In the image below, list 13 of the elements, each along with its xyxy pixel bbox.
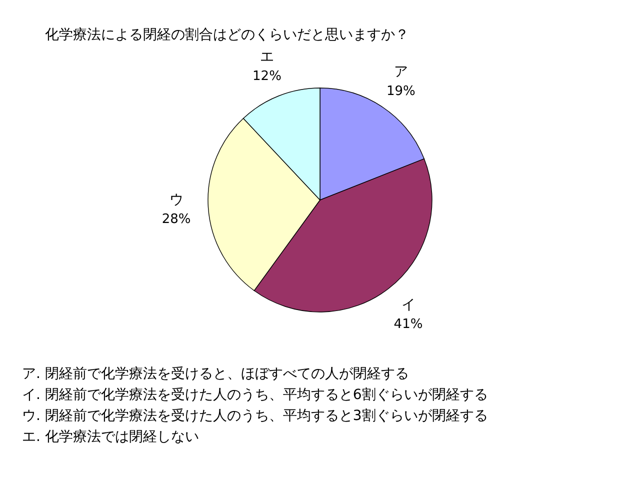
text: イ. 閉経前で化学療法を受けた人のうち、平均すると6割ぐらいが閉経する [22,387,488,403]
slice-label: ウ [169,192,184,208]
data-label: 12% [252,69,282,84]
text: ウ. 閉経前で化学療法を受けた人のうち、平均すると3割ぐらいが閉経する [22,408,488,424]
slice-label: ア [394,64,408,80]
data-label: 28% [162,212,191,228]
data-label: 19% [386,84,416,99]
text: エ. 化学療法では閉経しない [22,429,199,445]
text: ア. 閉経前で化学療法を受けると、ほぼすべての人が閉経する [22,366,409,382]
chart-title: 化学療法による閉経の割合はどのくらいだと思いますか？ [45,27,409,44]
slice-label: イ [401,296,416,313]
slice-label: エ [260,49,274,66]
data-label: 41% [394,316,423,332]
